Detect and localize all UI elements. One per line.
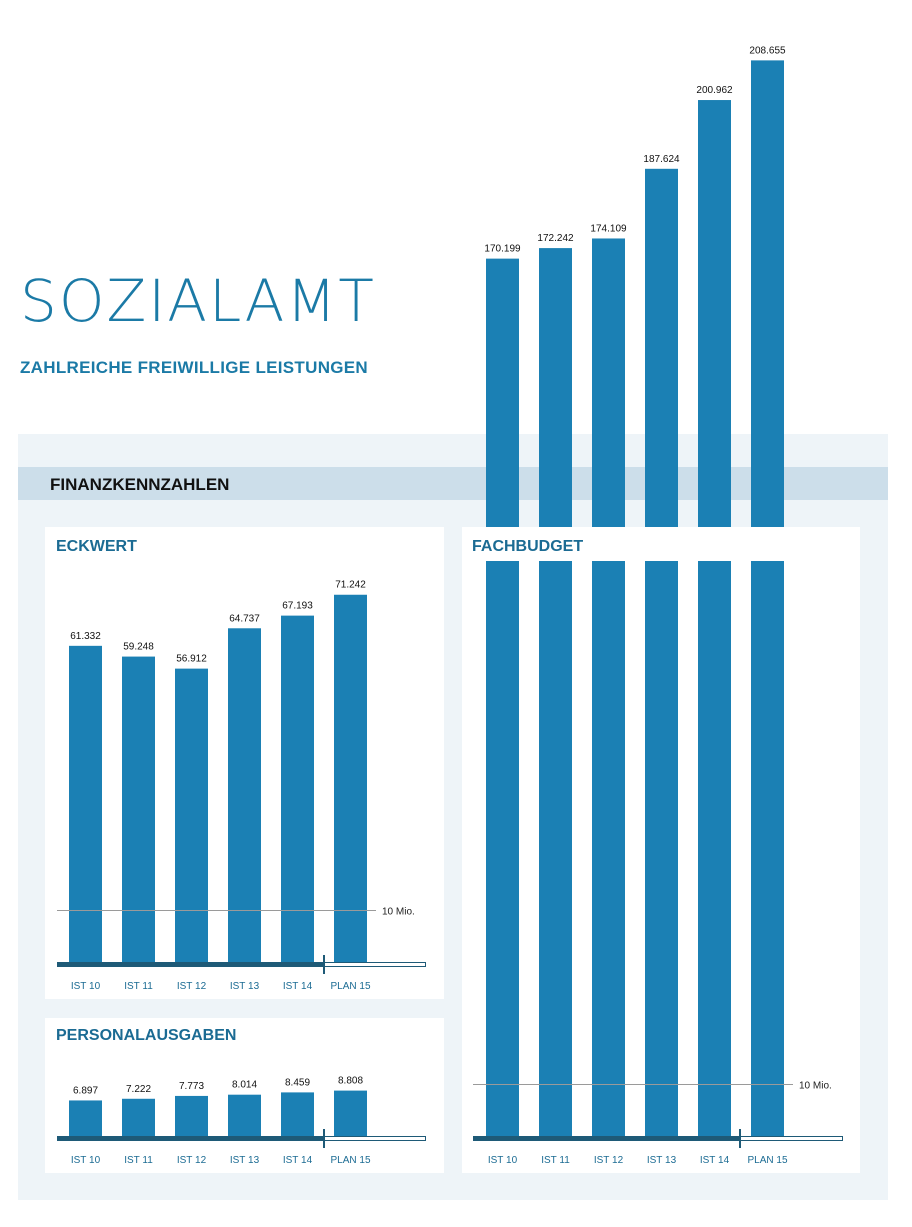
svg-fach-bar-4 xyxy=(698,100,731,1136)
svg-fach-value-label-2: 174.109 xyxy=(590,223,627,234)
svg-personal-tick-label-3: IST 13 xyxy=(230,1155,260,1166)
svg-eckwert-tick-label-5: PLAN 15 xyxy=(330,981,370,992)
svg-fach-tick-label-3: IST 13 xyxy=(647,1155,677,1166)
svg-personal-bar-4 xyxy=(281,1092,314,1136)
svg-personal-bar-3 xyxy=(228,1094,261,1136)
svg-personal-tick-label-1: IST 11 xyxy=(124,1155,153,1166)
svg-eckwert-bar-1 xyxy=(122,656,155,962)
svg-personal-value-label-4: 8.459 xyxy=(285,1077,310,1088)
svg-personal-tick-label-5: PLAN 15 xyxy=(330,1155,370,1166)
svg-fach-tick-label-1: IST 11 xyxy=(541,1155,570,1166)
svg-eckwert-axis-actual xyxy=(57,962,324,967)
svg-eckwert-tick-label-2: IST 12 xyxy=(177,981,207,992)
page-title: SOZIALAMT xyxy=(20,267,376,335)
svg-fach-bar-5 xyxy=(751,60,784,1137)
svg-eckwert-reference-label: 10 Mio. xyxy=(382,906,415,917)
svg-personal-bar-1 xyxy=(122,1098,155,1136)
svg-eckwert-tick-label-3: IST 13 xyxy=(230,981,260,992)
svg-fach-tick-label-2: IST 12 xyxy=(594,1155,624,1166)
svg-personal-tick-label-2: IST 12 xyxy=(177,1155,207,1166)
svg-eckwert-value-label-4: 67.193 xyxy=(282,601,313,612)
page-subtitle: ZAHLREICHE FREIWILLIGE LEISTUNGEN xyxy=(20,358,369,377)
svg-eckwert-bar-3 xyxy=(228,628,261,962)
section-header-band xyxy=(18,467,888,500)
svg-fach-tick-label-4: IST 14 xyxy=(700,1155,730,1166)
svg-personal-axis-plan xyxy=(324,1136,426,1141)
svg-fach-reference-label: 10 Mio. xyxy=(799,1080,832,1091)
svg-personal-bar-5 xyxy=(334,1090,367,1136)
svg-eckwert-bar-2 xyxy=(175,668,208,962)
svg-eckwert-value-label-3: 64.737 xyxy=(229,613,260,624)
svg-eckwert-bar-4 xyxy=(281,615,314,962)
svg-fach-axis-actual xyxy=(473,1136,740,1141)
svg-fach-value-label-0: 170.199 xyxy=(484,244,521,255)
eckwert-chart-title: ECKWERT xyxy=(56,538,137,555)
svg-fach-bar-1 xyxy=(539,248,572,1137)
svg-personal-tick-label-4: IST 14 xyxy=(283,1155,313,1166)
svg-personal-value-label-3: 8.014 xyxy=(232,1080,257,1091)
fachbudget-title-gap xyxy=(462,527,860,561)
svg-personal-value-label-5: 8.808 xyxy=(338,1076,363,1087)
svg-eckwert-bar-5 xyxy=(334,594,367,962)
svg-personal-axis-actual xyxy=(57,1136,324,1141)
svg-fach-tick-label-0: IST 10 xyxy=(488,1155,518,1166)
personalausgaben-chart-title: PERSONALAUSGABEN xyxy=(56,1027,237,1044)
svg-eckwert-value-label-1: 59.248 xyxy=(123,642,154,653)
svg-personal-value-label-2: 7.773 xyxy=(179,1081,204,1092)
svg-fach-bar-3 xyxy=(645,168,678,1136)
svg-eckwert-value-label-5: 71.242 xyxy=(335,580,366,591)
svg-eckwert-tick-label-0: IST 10 xyxy=(71,981,101,992)
svg-fach-value-label-4: 200.962 xyxy=(696,85,733,96)
svg-eckwert-value-label-2: 56.912 xyxy=(176,654,207,665)
svg-fach-bar-0 xyxy=(486,258,519,1136)
svg-eckwert-bar-0 xyxy=(69,645,102,962)
svg-personal-bar-0 xyxy=(69,1100,102,1136)
svg-fach-value-label-3: 187.624 xyxy=(643,154,680,165)
svg-fach-tick-label-5: PLAN 15 xyxy=(747,1155,787,1166)
section-title: FINANZKENNZAHLEN xyxy=(50,475,230,494)
svg-eckwert-tick-label-4: IST 14 xyxy=(283,981,313,992)
fachbudget-chart-title: FACHBUDGET xyxy=(472,538,584,555)
svg-personal-value-label-0: 6.897 xyxy=(73,1085,98,1096)
svg-personal-tick-label-0: IST 10 xyxy=(71,1155,101,1166)
svg-eckwert-value-label-0: 61.332 xyxy=(70,631,101,642)
svg-fach-bar-2 xyxy=(592,238,625,1136)
svg-personal-bar-2 xyxy=(175,1095,208,1136)
svg-personal-value-label-1: 7.222 xyxy=(126,1084,151,1095)
svg-eckwert-tick-label-1: IST 11 xyxy=(124,981,153,992)
svg-fach-value-label-5: 208.655 xyxy=(749,45,786,56)
svg-fach-value-label-1: 172.242 xyxy=(537,233,574,244)
